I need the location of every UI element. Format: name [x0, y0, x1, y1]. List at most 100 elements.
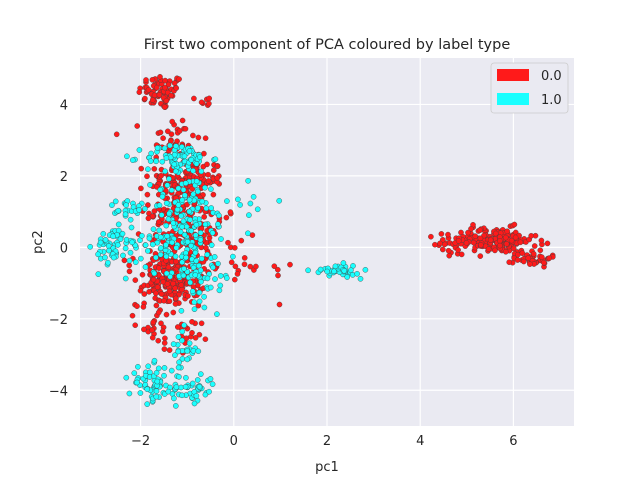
point-label-0.0 [214, 163, 221, 170]
legend-label-1: 1.0 [541, 93, 562, 108]
point-label-1.0 [156, 202, 163, 209]
point-label-1.0 [174, 206, 181, 213]
point-label-1.0 [147, 181, 153, 188]
point-label-0.0 [141, 291, 148, 297]
point-label-1.0 [208, 186, 214, 192]
x-tick-label: −2 [131, 434, 150, 449]
point-label-1.0 [217, 273, 224, 279]
point-label-1.0 [167, 273, 173, 280]
point-label-1.0 [176, 359, 182, 366]
point-label-1.0 [171, 161, 178, 168]
point-label-1.0 [331, 268, 337, 275]
point-label-1.0 [165, 388, 172, 395]
point-label-1.0 [212, 276, 218, 282]
point-label-1.0 [178, 307, 185, 314]
point-label-0.0 [508, 237, 515, 244]
point-label-1.0 [182, 180, 189, 186]
point-label-1.0 [191, 306, 198, 313]
point-label-0.0 [455, 247, 461, 253]
point-label-1.0 [254, 206, 261, 213]
point-label-0.0 [150, 319, 156, 326]
point-label-0.0 [525, 255, 532, 261]
legend-label-0: 0.0 [541, 69, 562, 84]
point-label-1.0 [136, 147, 143, 153]
point-label-0.0 [189, 329, 195, 336]
point-label-1.0 [163, 222, 170, 229]
point-label-0.0 [432, 241, 438, 248]
point-label-0.0 [172, 285, 178, 292]
point-label-1.0 [182, 383, 189, 390]
point-label-1.0 [168, 367, 175, 374]
point-label-1.0 [150, 226, 157, 232]
point-label-0.0 [121, 257, 128, 264]
point-label-0.0 [458, 251, 465, 258]
point-label-1.0 [115, 207, 122, 214]
point-label-1.0 [151, 270, 158, 277]
point-label-0.0 [159, 328, 166, 335]
point-label-1.0 [163, 270, 170, 277]
point-label-0.0 [169, 118, 175, 125]
point-label-1.0 [171, 395, 177, 402]
point-label-1.0 [202, 221, 209, 228]
point-label-1.0 [149, 241, 156, 248]
point-label-1.0 [197, 236, 204, 243]
point-label-0.0 [530, 251, 537, 257]
point-label-1.0 [217, 282, 224, 289]
point-label-1.0 [137, 255, 144, 262]
point-label-1.0 [201, 293, 207, 300]
point-label-1.0 [276, 197, 283, 204]
point-label-1.0 [168, 187, 175, 193]
point-label-0.0 [445, 231, 451, 238]
point-label-1.0 [158, 212, 165, 218]
point-label-1.0 [212, 156, 219, 162]
point-label-0.0 [231, 244, 238, 251]
point-label-1.0 [180, 272, 187, 279]
point-label-0.0 [192, 334, 199, 341]
point-label-1.0 [135, 363, 141, 370]
point-label-1.0 [193, 258, 199, 264]
point-label-0.0 [503, 241, 510, 247]
point-label-0.0 [172, 301, 179, 307]
point-label-1.0 [95, 271, 102, 277]
point-label-1.0 [179, 223, 185, 230]
point-label-0.0 [168, 131, 175, 137]
point-label-1.0 [207, 284, 214, 291]
point-label-1.0 [190, 347, 197, 354]
point-label-1.0 [137, 390, 144, 396]
point-label-1.0 [145, 363, 151, 370]
point-label-0.0 [132, 322, 138, 329]
point-label-0.0 [521, 258, 527, 265]
point-label-0.0 [544, 240, 551, 247]
point-label-0.0 [227, 209, 234, 215]
point-label-0.0 [139, 271, 146, 278]
point-label-0.0 [170, 309, 177, 316]
point-label-1.0 [159, 193, 166, 200]
point-label-0.0 [537, 247, 544, 254]
point-label-1.0 [157, 234, 164, 240]
point-label-0.0 [164, 280, 171, 287]
point-label-0.0 [231, 276, 238, 283]
point-label-1.0 [210, 264, 216, 271]
point-label-0.0 [470, 239, 477, 246]
point-label-1.0 [198, 278, 204, 285]
point-label-1.0 [208, 242, 215, 248]
point-label-1.0 [161, 145, 168, 152]
point-label-1.0 [153, 158, 159, 165]
point-label-1.0 [129, 157, 136, 163]
point-label-1.0 [173, 143, 179, 149]
point-label-1.0 [187, 279, 193, 286]
point-label-0.0 [201, 214, 207, 220]
point-label-0.0 [176, 76, 182, 82]
point-label-1.0 [151, 357, 158, 364]
point-label-1.0 [195, 348, 202, 355]
point-label-0.0 [145, 215, 152, 222]
point-label-0.0 [546, 255, 553, 261]
point-label-1.0 [245, 230, 251, 237]
point-label-1.0 [87, 243, 93, 250]
point-label-1.0 [202, 391, 209, 398]
point-label-1.0 [177, 229, 184, 235]
point-label-1.0 [208, 205, 214, 211]
point-label-1.0 [198, 168, 205, 175]
point-label-1.0 [109, 202, 115, 208]
